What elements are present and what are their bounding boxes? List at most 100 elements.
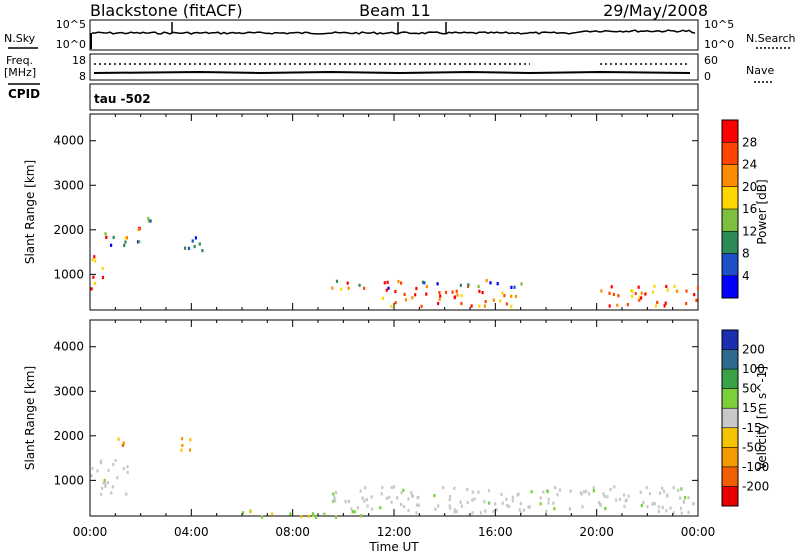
velocity-cell — [117, 437, 120, 441]
velocity-cell — [126, 465, 129, 469]
velocity-cell — [332, 492, 335, 496]
velocity-cell — [618, 497, 622, 501]
colorbar-swatch — [722, 427, 738, 448]
velocity-cell — [361, 496, 364, 500]
power-cell — [147, 219, 150, 223]
velocity-cell — [396, 496, 399, 500]
velocity-cell — [471, 511, 474, 515]
power-cell — [138, 240, 141, 244]
velocity-cell — [471, 498, 474, 502]
velocity-cell — [661, 505, 664, 510]
power-cell — [460, 301, 463, 306]
power-cell — [685, 302, 688, 306]
power-cell — [608, 304, 611, 308]
freq-panel: Freq. [MHz] 18 8 60 0 Nave — [4, 53, 774, 83]
power-cell — [363, 286, 366, 290]
power-cell — [423, 281, 426, 285]
nsky-lo: 10^0 — [56, 38, 86, 51]
power-cell — [123, 243, 126, 247]
velocity-ylabel: Slant Range [km] — [23, 366, 37, 470]
colorbar-swatch — [722, 447, 738, 468]
cpid-panel: CPID tau -502 — [8, 83, 699, 111]
velocity-cell — [332, 499, 335, 503]
velocity-cell — [448, 498, 451, 502]
velocity-cell — [506, 503, 509, 508]
power-cell — [137, 227, 140, 232]
velocity-cell — [460, 504, 463, 508]
power-colorbar: 28 24 20 16 12 8 4 — [721, 119, 757, 299]
velocity-cell — [393, 485, 396, 489]
velocity-cell — [449, 506, 452, 510]
power-cell — [467, 283, 470, 287]
velocity-cell — [547, 501, 550, 505]
power-cell — [400, 281, 403, 285]
velocity-cell — [692, 501, 695, 506]
power-cell — [470, 304, 473, 308]
velocity-cell — [679, 496, 682, 500]
velocity-cell — [639, 490, 642, 494]
velocity-cell — [508, 504, 511, 509]
colorbar-tick-label: 50 — [742, 382, 757, 396]
power-cell — [693, 293, 696, 297]
colorbar-swatch — [722, 330, 738, 351]
colorbar-tick-label: 15 — [742, 401, 757, 415]
power-cell — [481, 291, 484, 295]
velocity-cell — [407, 497, 410, 501]
power-cell — [492, 298, 495, 302]
velocity-cell — [539, 502, 542, 506]
velocity-cell — [312, 513, 315, 517]
cpid-label: CPID — [8, 87, 40, 101]
freq-label: Freq. — [6, 54, 33, 67]
power-cell — [110, 243, 113, 247]
velocity-cell — [542, 490, 545, 494]
colorbar-tick-label: 12 — [742, 224, 757, 238]
power-cell — [616, 303, 619, 307]
velocity-cell — [539, 496, 542, 500]
nsky-series — [91, 29, 696, 35]
power-cell — [415, 286, 418, 291]
velocity-cell — [471, 490, 474, 494]
velocity-cell — [609, 488, 612, 492]
velocity-cell — [518, 508, 521, 512]
velocity-cell — [407, 508, 410, 513]
power-cell — [194, 236, 197, 240]
velocity-cell — [657, 505, 660, 509]
power-cell — [187, 246, 191, 250]
velocity-cell — [314, 515, 318, 519]
power-cell — [608, 291, 611, 295]
ytick-label: 2000 — [53, 429, 84, 443]
freq-hi: 18 — [72, 54, 86, 67]
power-cell — [340, 287, 343, 291]
power-cell — [358, 283, 361, 287]
power-panel — [89, 113, 700, 311]
power-cell — [346, 281, 349, 285]
velocity-cell — [592, 486, 595, 490]
velocity-cell — [122, 441, 125, 445]
velocity-cell — [112, 463, 115, 467]
power-cbar-label: Power [dB] — [755, 179, 769, 244]
xtick-label: 00:00 — [73, 525, 108, 539]
velocity-cell — [602, 492, 605, 496]
velocity-cell — [417, 503, 420, 507]
power-cell — [191, 239, 194, 243]
velocity-cell — [121, 443, 124, 447]
xtick-label: 12:00 — [377, 525, 412, 539]
power-cell — [640, 296, 643, 300]
power-cell — [90, 287, 93, 291]
colorbar-tick-label: 20 — [742, 180, 757, 194]
velocity-cell — [597, 501, 601, 505]
velocity-cell — [527, 505, 530, 509]
velocity-cell — [677, 488, 680, 492]
velocity-cell — [449, 495, 452, 499]
power-cell — [610, 285, 613, 289]
velocity-cell — [100, 492, 103, 496]
power-cell — [124, 240, 127, 244]
power-cell — [510, 305, 513, 309]
velocity-cell — [99, 461, 102, 465]
velocity-cell — [466, 500, 469, 504]
velocity-cell — [588, 492, 591, 496]
velocity-cell — [347, 499, 350, 503]
power-cell — [397, 279, 400, 284]
velocity-cell — [568, 507, 571, 511]
colorbar-tick-label: 16 — [742, 202, 757, 216]
